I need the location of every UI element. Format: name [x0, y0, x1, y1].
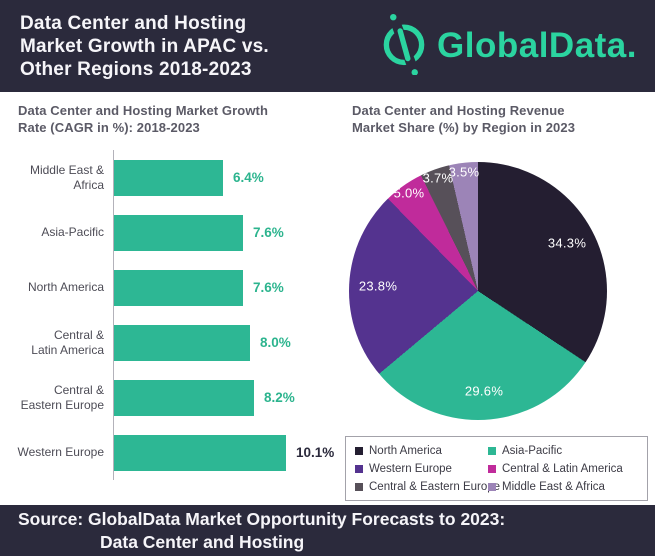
legend-label: North America — [369, 445, 442, 457]
bar-row: Middle East & Africa 6.4% — [10, 150, 328, 205]
page-title: Data Center and Hosting Market Growth in… — [20, 12, 269, 80]
source-footer: Source: GlobalData Market Opportunity Fo… — [0, 505, 655, 556]
pie-slice-label: 5.0% — [393, 185, 425, 201]
legend-swatch — [488, 465, 496, 473]
bar — [114, 434, 286, 471]
bar-track: 7.6% — [113, 260, 328, 315]
legend-item: Western Europe — [355, 463, 488, 475]
bar — [114, 159, 223, 196]
source-line-2: Data Center and Hosting — [100, 532, 305, 552]
bar-chart-title: Data Center and Hosting Market Growth Ra… — [18, 103, 269, 135]
bar-category-label: North America — [27, 280, 104, 294]
globaldata-logo-icon — [381, 13, 427, 80]
legend-item: Asia-Pacific — [488, 445, 638, 457]
pie-slice-label: 3.5% — [448, 164, 480, 180]
bar-row: Western Europe 10.1% — [10, 425, 334, 480]
bar-track: 8.0% — [113, 315, 328, 370]
globaldata-logo-text: GlobalData. — [437, 26, 637, 65]
legend-item: Middle East & Africa — [488, 481, 638, 493]
legend-label: Western Europe — [369, 463, 452, 475]
legend-swatch — [488, 447, 496, 455]
header-banner: Data Center and Hosting Market Growth in… — [0, 0, 655, 92]
legend-label: Central & Latin America — [502, 463, 623, 475]
legend-label: Central & Eastern Europe — [369, 481, 501, 493]
bar-value-label: 6.4% — [233, 170, 264, 185]
bar-row: Central & Latin America 8.0% — [10, 315, 328, 370]
bar — [114, 324, 250, 361]
legend-label: Middle East & Africa — [502, 481, 605, 493]
bar-value-label: 7.6% — [253, 225, 284, 240]
bar — [114, 379, 254, 416]
bar-category-label: Central & Latin America — [31, 327, 104, 357]
pie-slice-label: 34.3% — [547, 235, 587, 251]
bar-category-label: Middle East & Africa — [29, 162, 104, 192]
legend-label: Asia-Pacific — [502, 445, 563, 457]
revenue-share-pie-chart: 34.3% 29.6% 23.8% 5.0% 3.7% 3.5% — [349, 162, 607, 420]
globaldata-logo: GlobalData. — [381, 13, 637, 80]
legend-swatch — [488, 483, 496, 491]
bar-value-label: 7.6% — [253, 280, 284, 295]
pie-slice-label: 23.8% — [358, 278, 398, 294]
legend-swatch — [355, 447, 363, 455]
legend-item: Central & Eastern Europe — [355, 481, 500, 493]
legend-swatch — [355, 465, 363, 473]
bar-category-label: Western Europe — [17, 445, 105, 459]
bar — [114, 214, 243, 251]
pie-slice-label: 29.6% — [464, 383, 504, 399]
bar-row: Central & Eastern Europe 8.2% — [10, 370, 328, 425]
bar-track: 6.4% — [113, 150, 328, 205]
bar-track: 10.1% — [113, 425, 334, 480]
pie-chart-title: Data Center and Hosting Revenue Market S… — [352, 103, 576, 135]
bar-value-label: 10.1% — [296, 445, 335, 460]
bar-value-label: 8.0% — [260, 335, 291, 350]
legend-swatch — [355, 483, 363, 491]
bar-track: 8.2% — [113, 370, 328, 425]
pie-graphic — [349, 162, 607, 420]
source-line-1: Source: GlobalData Market Opportunity Fo… — [18, 509, 506, 529]
legend-item: Central & Latin America — [488, 463, 638, 475]
bar-category-label: Asia-Pacific — [41, 225, 104, 239]
bar-row: Asia-Pacific 7.6% — [10, 205, 328, 260]
bar-track: 7.6% — [113, 205, 328, 260]
bar-category-label: Central & Eastern Europe — [20, 382, 104, 412]
pie-legend: North America Asia-Pacific Western Europe C… — [345, 436, 648, 501]
bar-row: North America 7.6% — [10, 260, 328, 315]
pie-slice-label: 3.7% — [422, 170, 454, 186]
legend-item: North America — [355, 445, 488, 457]
bar-value-label: 8.2% — [264, 390, 295, 405]
cagr-bar-chart: Middle East & Africa 6.4% Asia-Pacific 7.6%… — [10, 150, 334, 480]
bar — [114, 269, 243, 306]
